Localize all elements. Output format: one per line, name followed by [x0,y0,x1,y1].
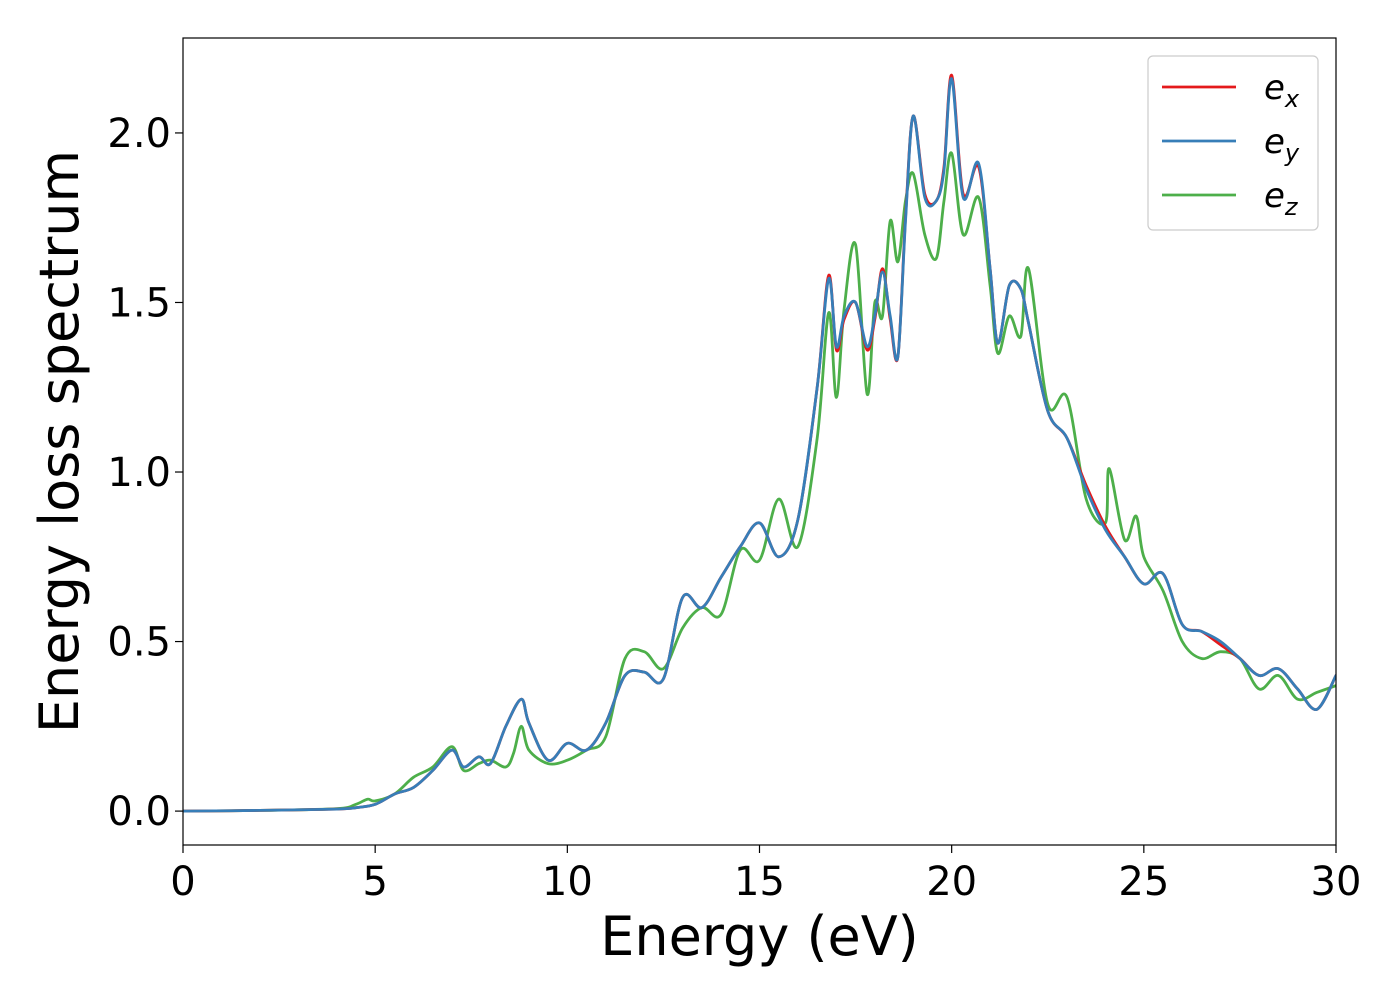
x-axis-label: Energy (eV) [600,905,919,968]
legend-box [1147,55,1319,231]
legend-label: ey [1264,122,1300,167]
y-axis-label: Energy loss spectrum [28,150,91,733]
x-tick-label: 0 [170,859,195,905]
y-tick-label: 0.5 [107,620,171,666]
legend-label: ex [1264,68,1300,113]
x-tick-label: 5 [362,859,387,905]
legend-item-y: ey [1162,122,1300,167]
legend-item-z: ez [1162,176,1299,221]
series-line-z [183,151,1336,813]
x-tick-label: 10 [542,859,593,905]
x-tick-label: 20 [926,859,977,905]
y-tick-label: 0.0 [107,789,171,835]
x-tick-label: 30 [1311,859,1362,905]
y-tick-label: 1.0 [107,450,171,496]
x-axis-ticks: 0 5 10 15 20 25 30 [170,845,1361,905]
series-layer [183,73,1336,813]
y-axis-ticks: 0.0 0.5 1.0 1.5 2.0 [107,111,183,835]
legend: ex ey ez [1147,55,1319,231]
legend-label: ez [1264,176,1299,221]
x-tick-label: 25 [1118,859,1169,905]
series-line-y [183,77,1336,813]
x-tick-label: 15 [734,859,785,905]
y-tick-label: 2.0 [107,111,171,157]
y-tick-label: 1.5 [107,280,171,326]
legend-item-x: ex [1162,68,1300,113]
